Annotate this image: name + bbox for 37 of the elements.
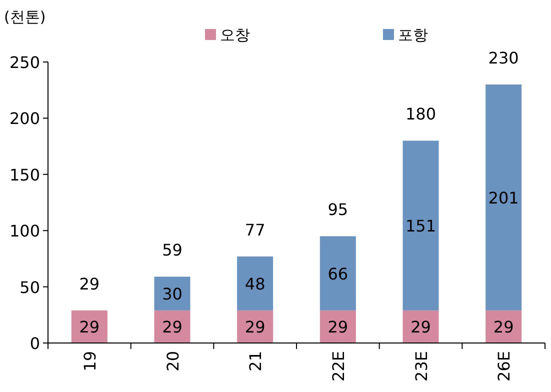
data-label: 30 [162, 284, 182, 304]
total-label: 230 [488, 48, 519, 68]
total-label: 77 [244, 220, 266, 240]
y-tick-label: 250 [9, 53, 40, 72]
data-label: 201 [488, 188, 519, 208]
bar [402, 140, 439, 310]
data-label: 151 [405, 216, 436, 236]
x-tick-label: 20 [163, 351, 182, 372]
y-axis-title: (천톤) [4, 8, 46, 26]
x-tick-label: 22E [328, 351, 348, 382]
y-tick-label: 50 [20, 278, 40, 297]
total-label: 29 [79, 274, 100, 294]
legend-label: 오창 [220, 26, 250, 44]
y-tick-label: 200 [9, 109, 40, 128]
bar [486, 84, 522, 310]
x-tick-label: 26E [494, 351, 514, 382]
x-tick-label: 23E [412, 351, 431, 382]
data-label: 48 [244, 274, 266, 294]
x-tick-label: 21 [246, 351, 266, 372]
x-tick-label: 19 [80, 351, 100, 372]
total-label: 95 [328, 200, 348, 220]
bar [154, 276, 190, 310]
bar [237, 256, 274, 310]
legend-label: 포항 [398, 26, 428, 44]
data-label: 29 [162, 318, 182, 337]
data-label: 29 [244, 318, 266, 337]
total-label: 180 [405, 104, 436, 124]
data-label: 29 [493, 318, 514, 337]
data-label: 29 [328, 318, 348, 337]
data-label: 29 [79, 318, 100, 337]
data-label: 66 [328, 264, 348, 284]
data-label: 29 [410, 318, 431, 337]
y-tick-label: 0 [30, 334, 40, 353]
bar [320, 236, 356, 310]
total-label: 59 [162, 240, 182, 260]
y-tick-label: 150 [9, 165, 40, 184]
y-tick-label: 100 [9, 222, 40, 241]
